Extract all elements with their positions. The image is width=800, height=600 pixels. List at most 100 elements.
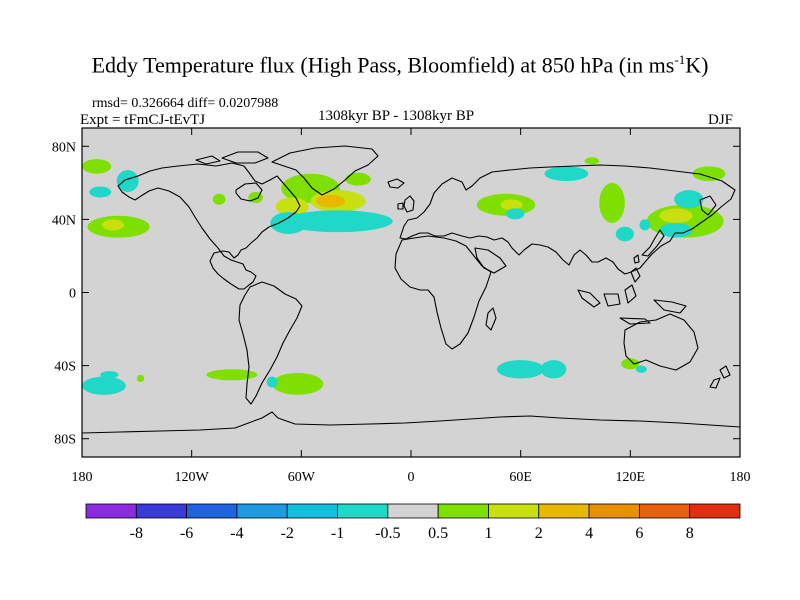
title-text: Eddy Temperature flux (High Pass, Bloomf… [91, 52, 675, 78]
coast-australia [623, 313, 699, 371]
anomaly-13 [89, 186, 112, 198]
anomaly-17 [544, 166, 589, 182]
colorbar-label-9: 4 [585, 525, 593, 542]
anomaly-33 [540, 360, 567, 379]
anomaly-24 [615, 226, 634, 242]
coast-arctic-islands [195, 151, 269, 165]
anomaly-28 [100, 371, 119, 379]
season-label: DJF [708, 112, 734, 128]
anomaly-field [82, 157, 726, 395]
colorbar-box-10 [588, 503, 640, 519]
colorbar-label-1: -6 [180, 525, 193, 542]
colorbar-label-6: 0.5 [428, 525, 448, 542]
coast-madagascar [485, 307, 497, 331]
experiment-label: Expt = tFmCJ-tEvTJ [80, 112, 206, 128]
colorbar-box-4 [286, 503, 338, 519]
colorbar-box-3 [236, 503, 288, 519]
coast-philippines [630, 254, 641, 283]
colorbar-box-6 [387, 503, 439, 519]
coastlines [82, 145, 740, 434]
anomaly-31 [266, 376, 278, 388]
anomaly-4 [283, 210, 393, 233]
anomaly-35 [635, 365, 647, 373]
anomaly-27 [82, 376, 126, 395]
colorbar-label-10: 6 [635, 525, 643, 542]
anomaly-15 [500, 199, 523, 211]
colorbar-box-5 [337, 503, 389, 519]
axis-ticks [81, 128, 741, 457]
lat-label-4: 80S [54, 433, 76, 448]
colorbar-box-2 [186, 503, 238, 519]
colorbar-label-3: -2 [281, 525, 294, 542]
coast-maritime-continent [577, 284, 687, 325]
anomaly-8 [212, 193, 226, 205]
colorbar-box-0 [85, 503, 137, 519]
colorbar-label-11: 8 [686, 525, 694, 542]
anomaly-12 [116, 170, 139, 192]
lon-label-2: 60W [288, 470, 316, 485]
colorbar-label-8: 2 [535, 525, 543, 542]
coast-japan [641, 229, 665, 257]
anomaly-25 [639, 219, 651, 231]
coast-antarctica [82, 411, 740, 434]
colorbar-box-12 [689, 503, 741, 519]
coast-south-america [238, 281, 303, 405]
plot-title: Eddy Temperature flux (High Pass, Bloomf… [0, 52, 800, 78]
anomaly-26 [692, 166, 726, 182]
lat-label-0: 80N [52, 140, 76, 155]
colorbar-box-8 [488, 503, 540, 519]
coast-british-isles [397, 195, 415, 213]
lat-label-1: 40N [52, 213, 76, 228]
map-background [82, 128, 740, 457]
anomaly-29 [206, 369, 258, 381]
stats-label: rmsd= 0.326664 diff= 0.0207988 [92, 96, 279, 111]
coast-arabia [474, 247, 507, 274]
period-label: 1308kyr BP - 1308kyr BP [318, 108, 475, 124]
lon-label-1: 120W [175, 470, 210, 485]
coast-africa [394, 235, 492, 350]
colorbar-label-4: -1 [331, 525, 344, 542]
coast-hudson-bay [235, 182, 263, 202]
coast-greenland [271, 145, 379, 196]
lon-label-3: 0 [408, 470, 415, 485]
lon-label-0: 180 [72, 470, 93, 485]
anomaly-30 [272, 372, 324, 395]
anomaly-2 [315, 194, 346, 208]
coast-eurasia [399, 164, 736, 275]
colorbar-label-5: -0.5 [375, 525, 400, 542]
coast-north-america [117, 162, 301, 290]
anomaly-36 [136, 374, 145, 383]
anomaly-19 [599, 182, 625, 224]
coast-iceland [387, 178, 405, 189]
anomaly-34 [621, 358, 640, 370]
lat-label-3: 40S [54, 360, 76, 375]
title-unit-end: K) [685, 52, 709, 78]
colorbar: -8 -6 -4 -2 -1 -0.5 0.5 1 2 4 6 8 [85, 503, 741, 542]
lon-label-5: 120E [616, 470, 646, 485]
title-exponent: -1 [674, 52, 686, 67]
anomaly-32 [496, 360, 545, 379]
lon-label-4: 60E [509, 470, 532, 485]
coast-new-zealand [709, 365, 731, 389]
colorbar-label-0: -8 [130, 525, 143, 542]
anomaly-16 [506, 208, 525, 220]
anomaly-21 [659, 208, 693, 224]
anomaly-11 [82, 159, 112, 174]
anomaly-5 [270, 212, 307, 235]
anomaly-22 [659, 223, 693, 238]
colorbar-box-9 [538, 503, 590, 519]
colorbar-label-7: 1 [484, 525, 492, 542]
colorbar-box-7 [437, 503, 489, 519]
axis-labels: 80N 40N 0 40S 80S 180 120W 60W 0 60E 120E 180 [52, 140, 751, 485]
anomaly-18 [584, 157, 600, 165]
anomaly-23 [674, 190, 704, 209]
lat-label-2: 0 [69, 287, 76, 302]
anomaly-10 [102, 219, 125, 231]
colorbar-label-2: -4 [230, 525, 243, 542]
coast-kamchatka [699, 195, 717, 216]
lon-label-6: 180 [730, 470, 751, 485]
anomaly-6 [345, 172, 371, 186]
colorbar-box-11 [638, 503, 691, 519]
colorbar-box-1 [135, 503, 188, 519]
